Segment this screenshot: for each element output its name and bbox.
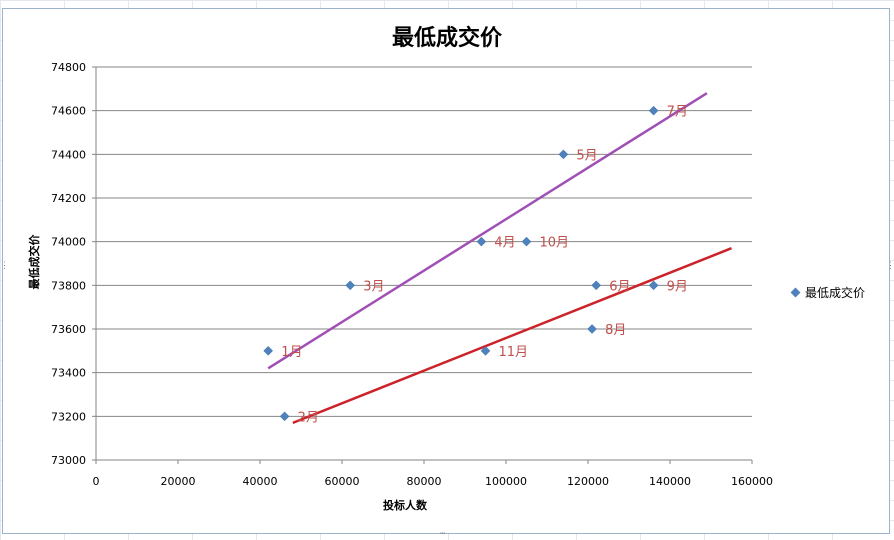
data-point [263, 345, 274, 356]
x-tick-label: 0 [93, 475, 100, 488]
data-point [558, 149, 569, 160]
resize-handle-right[interactable]: ⋮ [886, 261, 894, 271]
data-point [587, 324, 597, 334]
y-tick-label: 74800 [51, 61, 86, 74]
y-tick-label: 74000 [51, 236, 86, 249]
y-tick-label: 73400 [51, 367, 86, 380]
data-point [648, 105, 659, 116]
y-tick-label: 73200 [51, 410, 86, 423]
chart-area[interactable] [2, 8, 890, 534]
data-label: 7月 [667, 105, 688, 120]
resize-handle-left[interactable]: ⋮ [0, 261, 9, 271]
x-tick-label: 100000 [485, 475, 527, 488]
data-point [345, 280, 356, 291]
trend-line [292, 247, 732, 425]
y-tick-label: 74200 [51, 192, 86, 205]
chart-title: 最低成交价 [391, 26, 502, 51]
y-tick-label: 73600 [51, 323, 86, 336]
x-tick-label: 80000 [407, 475, 442, 488]
data-point [648, 280, 659, 291]
x-tick-label: 120000 [567, 475, 609, 488]
data-point [279, 411, 290, 422]
data-label: 8月 [605, 323, 626, 338]
data-point [476, 236, 487, 247]
x-tick-label: 160000 [731, 475, 773, 488]
data-point [591, 280, 602, 291]
data-label: 10月 [540, 236, 570, 251]
legend: 最低成交价 [790, 284, 866, 301]
x-axis-title: 投标人数 [383, 499, 427, 512]
data-point [521, 236, 532, 247]
data-point [480, 345, 491, 356]
y-tick-label: 74600 [51, 105, 86, 118]
data-label: 6月 [609, 279, 630, 294]
x-tick-label: 140000 [649, 475, 691, 488]
data-label: 4月 [494, 236, 515, 251]
data-label: 11月 [499, 345, 529, 360]
data-label: 3月 [363, 279, 384, 294]
data-label: 1月 [281, 345, 302, 360]
trend-line [267, 92, 708, 370]
resize-handle-bottom[interactable]: ⋯ [440, 529, 446, 539]
y-tick-label: 74400 [51, 148, 86, 161]
data-label: 9月 [667, 279, 688, 294]
y-tick-label: 73000 [51, 454, 86, 467]
y-tick-label: 73800 [51, 279, 86, 292]
x-tick-label: 20000 [161, 475, 196, 488]
legend-label: 最低成交价 [805, 286, 866, 300]
data-label: 2月 [298, 410, 319, 425]
data-label: 5月 [576, 148, 597, 163]
x-tick-label: 60000 [325, 475, 360, 488]
x-tick-label: 40000 [243, 475, 278, 488]
